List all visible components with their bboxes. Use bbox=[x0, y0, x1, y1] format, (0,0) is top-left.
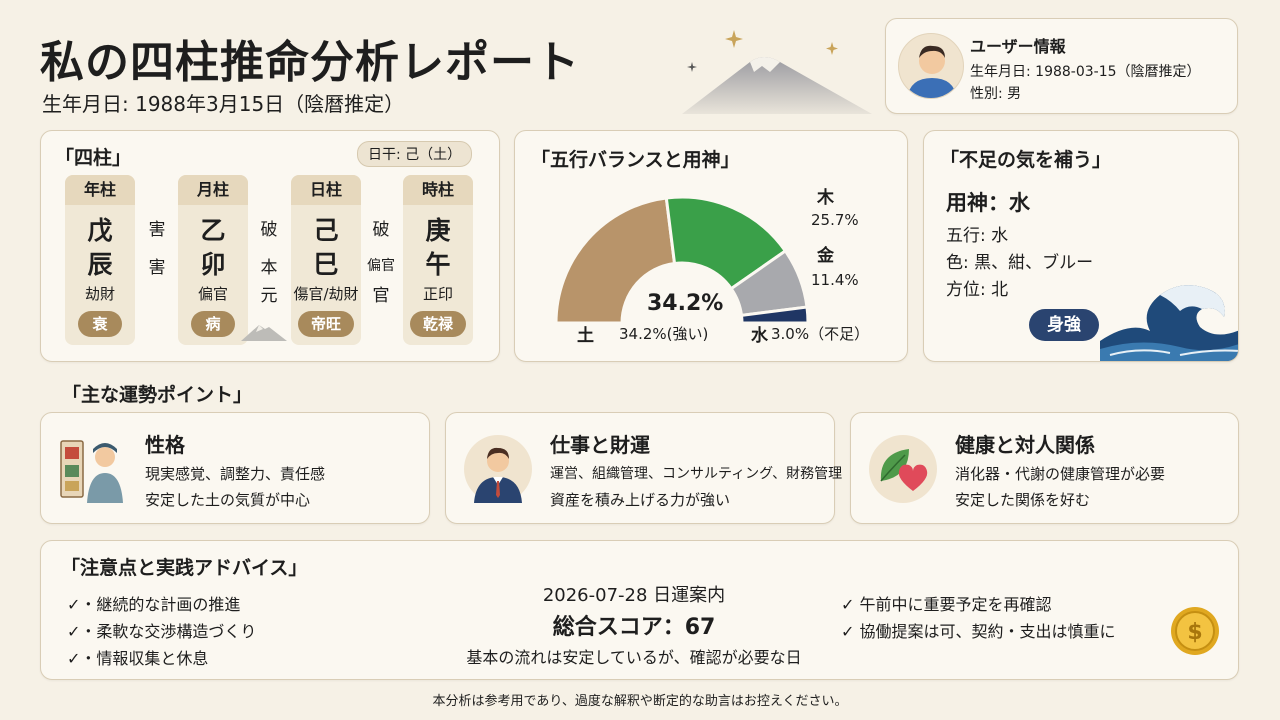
fortune-card-work: 仕事と財運 運営、組織管理、コンサルティング、財務管理 資産を積み上げる力が強い bbox=[445, 412, 842, 524]
relation-label: 官 bbox=[372, 286, 390, 306]
earth-label: 土 bbox=[577, 326, 594, 346]
donut-slice-earth bbox=[554, 196, 677, 325]
pillar-branch: 卯 bbox=[200, 250, 226, 279]
pillar-badge: 衰 bbox=[78, 311, 122, 337]
earth-value: 34.2%(強い) bbox=[619, 325, 709, 343]
pillar-header: 月柱 bbox=[178, 175, 248, 205]
birth-date: 生年月日: 1988年3月15日（陰暦推定） bbox=[42, 92, 405, 116]
pillar-badge: 帝旺 bbox=[298, 311, 354, 337]
pillar-branch: 午 bbox=[425, 250, 451, 279]
relation-label: 破 bbox=[260, 220, 278, 240]
user-info-title: ユーザー情報 bbox=[970, 37, 1066, 56]
supplement-title: 「不足の気を補う」 bbox=[940, 149, 1112, 171]
supplement-card: 「不足の気を補う」 用神：水 五行: 水 色: 黒、紺、ブルー 方位: 北 身強 bbox=[923, 130, 1239, 362]
fortune-card-line: 消化器・代謝の健康管理が必要 bbox=[955, 465, 1166, 483]
fortune-card-title: 性格 bbox=[145, 433, 185, 457]
businessman-icon bbox=[464, 435, 532, 503]
four-pillars-card: 「四柱」 日干: 己（土） 年柱 戊 辰 劫財 衰 月柱 乙 卯 偏官 病 日柱… bbox=[40, 130, 500, 362]
user-gender: 性別: 男 bbox=[970, 86, 1022, 102]
pillar-header: 年柱 bbox=[65, 175, 135, 205]
donut-center-value: 34.2% bbox=[647, 291, 724, 316]
user-info-card: ユーザー情報 生年月日: 1988-03-15（陰暦推定） 性別: 男 bbox=[885, 18, 1238, 114]
wood-value: 25.7% bbox=[811, 211, 859, 229]
yongshen-label: 用神：水 bbox=[946, 191, 1030, 215]
direction-line: 方位: 北 bbox=[946, 280, 1009, 300]
leaf-heart-icon bbox=[869, 435, 937, 503]
pillar-stem: 乙 bbox=[200, 216, 226, 245]
pillar-branch: 辰 bbox=[87, 250, 113, 279]
fortune-card-personality: 性格 現実感覚、調整力、責任感 安定した土の気質が中心 bbox=[40, 412, 430, 524]
fortune-title: 「主な運勢ポイント」 bbox=[62, 384, 253, 406]
advice-item: ✓ 午前中に重要予定を再確認 bbox=[841, 595, 1052, 614]
daily-summary: 基本の流れは安定しているが、確認が必要な日 bbox=[466, 648, 802, 667]
mountain-decoration-icon bbox=[682, 30, 872, 114]
wave-icon bbox=[1100, 285, 1238, 361]
advice-item: ✓・継続的な計画の推進 bbox=[67, 595, 241, 614]
pillar-star: 傷官/劫財 bbox=[293, 285, 359, 303]
color-line: 色: 黒、紺、ブルー bbox=[946, 253, 1094, 273]
advice-title: 「注意点と実践アドバイス」 bbox=[61, 557, 308, 579]
strong-badge: 身強 bbox=[1029, 309, 1099, 341]
pillar-day: 日柱 己 巳 傷官/劫財 帝旺 bbox=[291, 175, 361, 345]
avatar bbox=[898, 33, 964, 99]
five-elements-title: 「五行バランスと用神」 bbox=[531, 149, 740, 171]
mini-mountain-icon bbox=[241, 325, 287, 341]
coin-icon: $ bbox=[1171, 607, 1219, 655]
relation-label: 偏官 bbox=[367, 258, 395, 274]
metal-value: 11.4% bbox=[811, 271, 859, 289]
relation-label: 元 bbox=[260, 286, 278, 306]
pillar-month: 月柱 乙 卯 偏官 病 bbox=[178, 175, 248, 345]
pillar-header: 日柱 bbox=[291, 175, 361, 205]
relation-label: 破 bbox=[372, 220, 390, 240]
relation-label: 害 bbox=[148, 220, 166, 240]
pillar-badge: 乾禄 bbox=[410, 311, 466, 337]
pillar-star: 正印 bbox=[422, 285, 453, 303]
pillar-star: 偏官 bbox=[197, 285, 228, 303]
fortune-card-line: 資産を積み上げる力が強い bbox=[550, 491, 731, 509]
donut-slice-water bbox=[739, 305, 810, 325]
wood-label: 木 bbox=[817, 188, 834, 208]
pillar-star: 劫財 bbox=[84, 285, 115, 303]
pillar-stem: 戊 bbox=[87, 216, 113, 245]
element-line: 五行: 水 bbox=[946, 226, 1009, 246]
pillar-year: 年柱 戊 辰 劫財 衰 bbox=[65, 175, 135, 345]
daily-date: 2026-07-28 日運案内 bbox=[542, 585, 726, 606]
fortune-card-title: 仕事と財運 bbox=[550, 433, 650, 457]
pillar-stem: 庚 bbox=[425, 216, 451, 245]
advice-item: ✓ 協働提案は可、契約・支出は慎重に bbox=[841, 622, 1116, 641]
svg-text:$: $ bbox=[1187, 620, 1202, 645]
scholar-icon bbox=[60, 440, 123, 503]
relation-label: 害 bbox=[148, 258, 166, 278]
pillar-header: 時柱 bbox=[403, 175, 473, 205]
metal-label: 金 bbox=[817, 246, 834, 266]
advice-item: ✓・情報収集と休息 bbox=[67, 649, 209, 668]
five-elements-card: 「五行バランスと用神」 34.2% 木 25.7% 金 11.4% 土 34.2… bbox=[514, 130, 908, 362]
day-stem-tag: 日干: 己（土） bbox=[357, 141, 473, 167]
fortune-card-line: 運営、組織管理、コンサルティング、財務管理 bbox=[550, 466, 843, 482]
pillar-stem: 己 bbox=[313, 216, 339, 245]
pillar-badge: 病 bbox=[191, 311, 235, 337]
water-value: 3.0%（不足） bbox=[771, 325, 870, 343]
user-avatar-icon bbox=[907, 45, 957, 98]
fortune-card-health: 健康と対人関係 消化器・代謝の健康管理が必要 安定した関係を好む bbox=[850, 412, 1239, 524]
fortune-card-line: 安定した土の気質が中心 bbox=[145, 491, 311, 509]
advice-item: ✓・柔軟な交渉構造づくり bbox=[67, 622, 257, 641]
overall-score: 総合スコア：67 bbox=[552, 615, 716, 640]
fortune-card-line: 安定した関係を好む bbox=[955, 491, 1091, 509]
user-birth: 生年月日: 1988-03-15（陰暦推定） bbox=[970, 64, 1201, 80]
relation-label: 本 bbox=[260, 258, 278, 278]
pillar-hour: 時柱 庚 午 正印 乾禄 bbox=[403, 175, 473, 345]
fortune-card-title: 健康と対人関係 bbox=[955, 433, 1095, 457]
advice-card: 「注意点と実践アドバイス」 ✓・継続的な計画の推進 ✓・柔軟な交渉構造づくり ✓… bbox=[40, 540, 1239, 680]
page-title: 私の四柱推命分析レポート bbox=[40, 37, 580, 88]
water-label: 水 bbox=[751, 326, 768, 346]
pillar-branch: 巳 bbox=[313, 250, 339, 279]
five-elements-donut-chart bbox=[554, 195, 810, 325]
fortune-card-line: 現実感覚、調整力、責任感 bbox=[145, 465, 326, 483]
pillars-title: 「四柱」 bbox=[55, 147, 132, 169]
disclaimer: 本分析は参考用であり、過度な解釈や断定的な助言はお控えください。 bbox=[432, 694, 848, 709]
